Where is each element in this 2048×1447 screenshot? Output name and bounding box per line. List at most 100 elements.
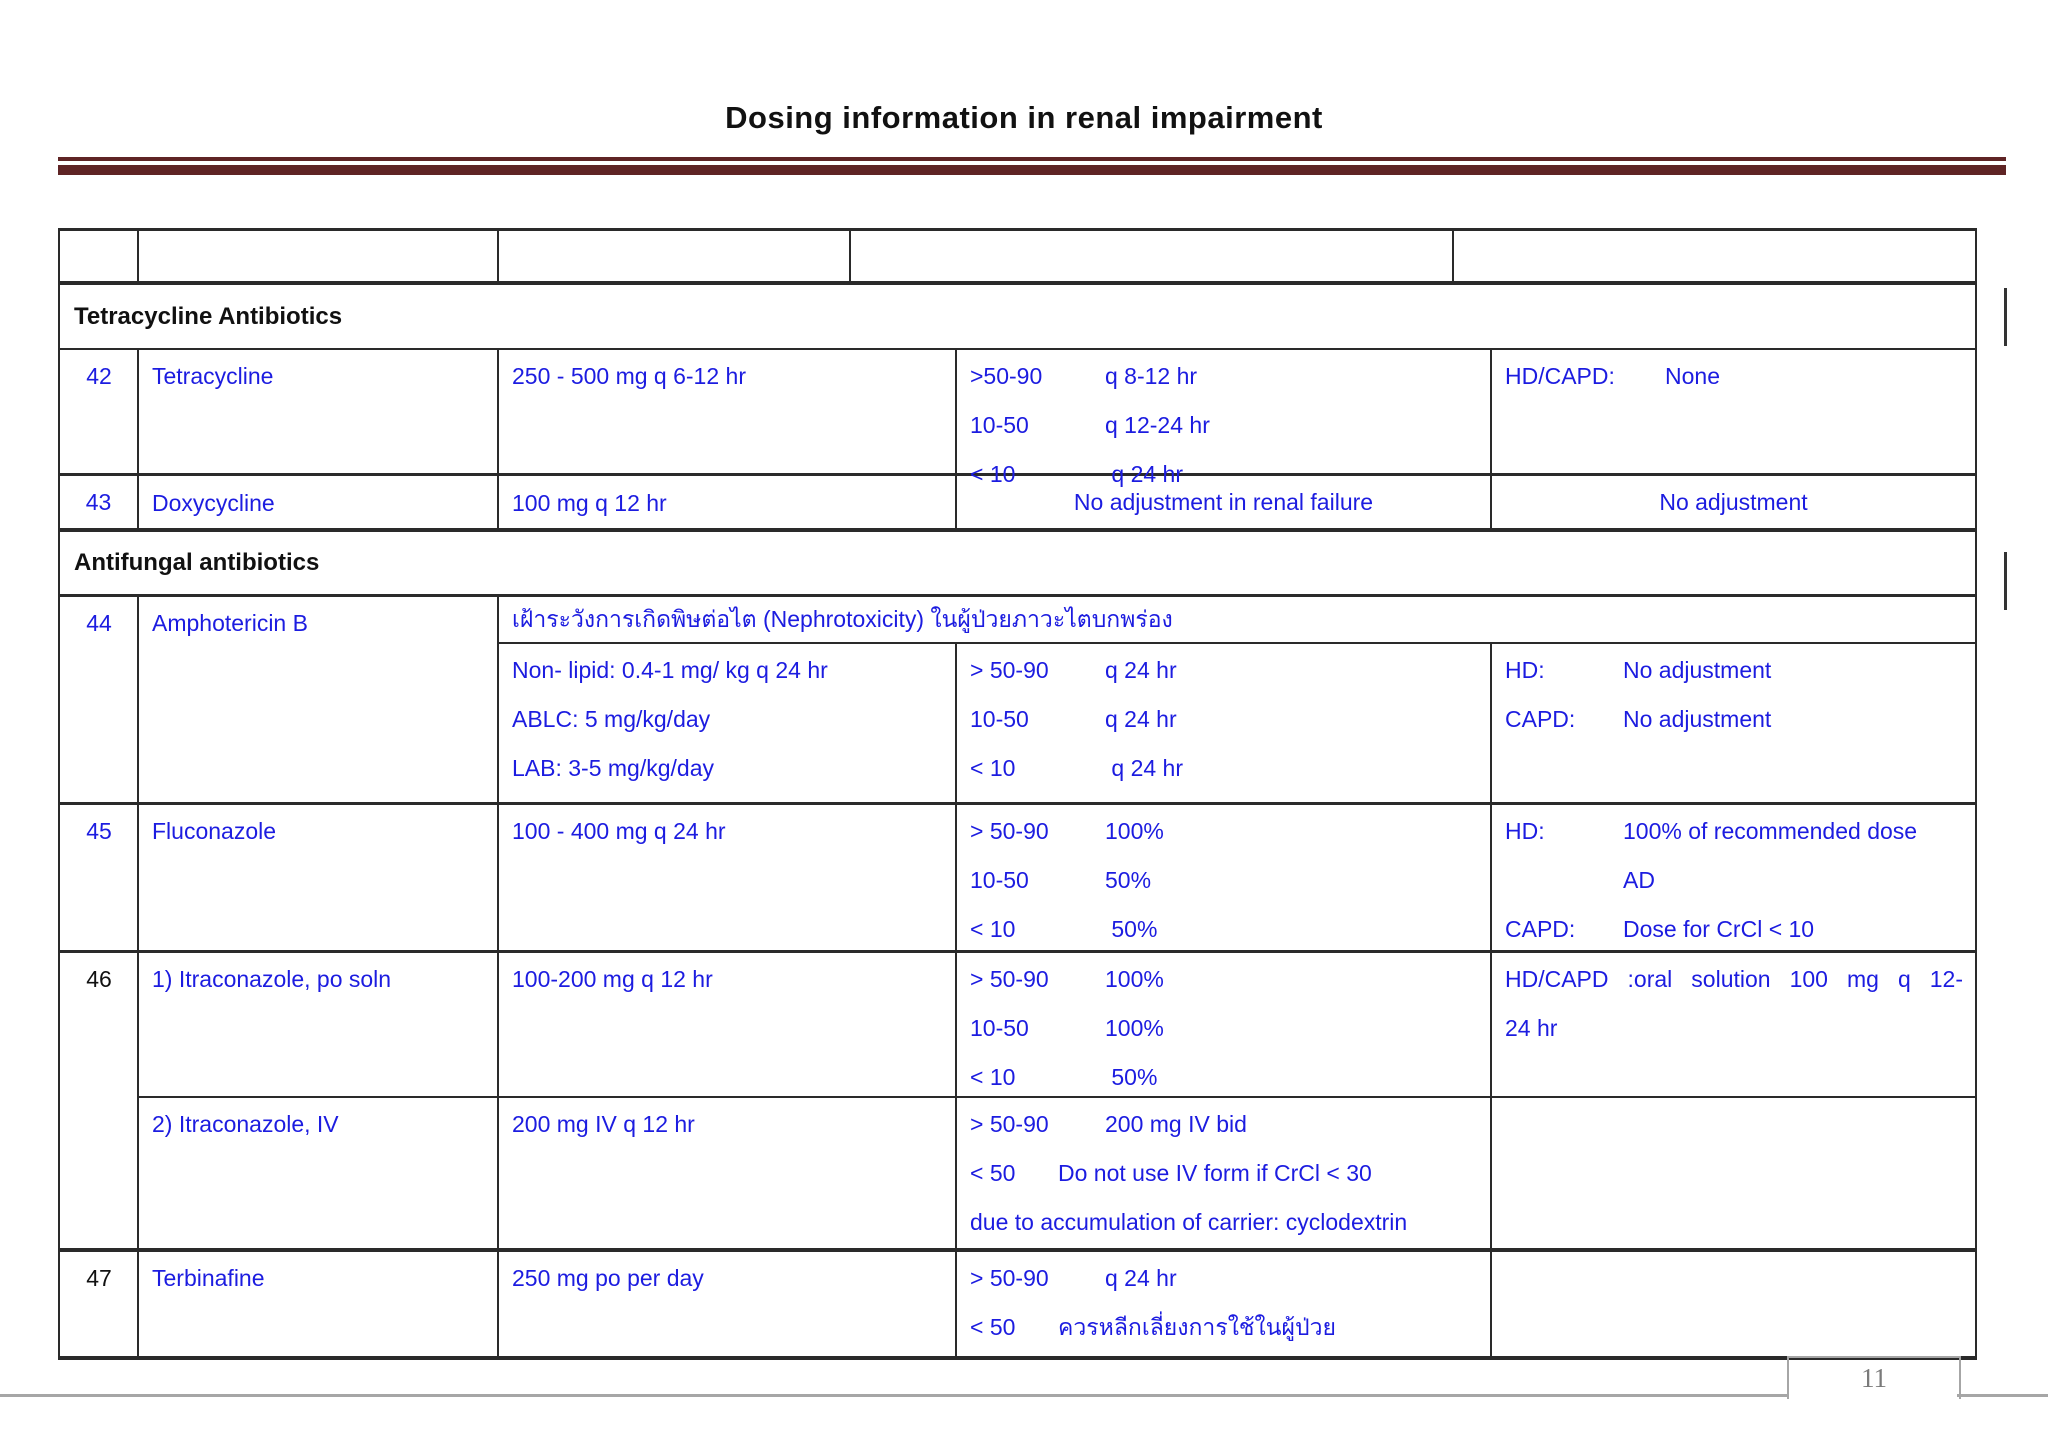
crcl-range: > 50-90 [970,966,1049,992]
drug-name-cell: 2) Itraconazole, IV [139,1098,499,1248]
drug-name: Terbinafine [152,1265,265,1291]
crcl-adjustment-cell: > 50-90 200 mg IV bid < 50 Do not use IV f… [957,1098,1492,1248]
crcl-value: ควรหลีกเลี่ยงการใช้ในผู้ป่วย [1058,1313,1336,1340]
crcl-adjustment-cell: No adjustment in renal failure [957,476,1492,528]
page-title: Dosing information in renal impairment [725,100,1323,135]
header-cell-dose [499,231,851,281]
page-number: 11 [1861,1363,1887,1393]
crcl-value: q 12-24 hr [1105,412,1210,438]
normal-dose-cell: 100 mg q 12 hr [499,476,957,528]
drug-name-cell: Fluconazole [139,805,499,950]
change-bar [2004,288,2007,346]
row-46-sub-po-soln: 1) Itraconazole, po soln 100-200 mg q 12… [139,953,1975,1098]
hd-capd-cell: No adjustment [1492,476,1975,528]
row-number: 45 [86,818,112,844]
header-cell-crcl [851,231,1454,281]
hd-note-line2: 24 hr [1505,1015,1558,1041]
row-46-detail-area: 1) Itraconazole, po soln 100-200 mg q 12… [139,953,1975,1248]
row-number-cell: 45 [60,805,139,950]
crcl-range: >50-90 [970,363,1043,389]
hd-value: None [1665,363,1720,389]
dose-line: ABLC: 5 mg/kg/day [512,706,711,732]
crcl-value: 200 mg IV bid [1105,1111,1247,1137]
nephrotoxicity-warning: เฝ้าระวังการเกิดพิษต่อไต (Nephrotoxicity… [499,597,1975,644]
crcl-range: 10-50 [970,867,1029,893]
crcl-value: q 24 hr [1105,461,1183,487]
row-47: 47 Terbinafine 250 mg po per day > 50-90… [60,1252,1975,1356]
normal-dose: 100 mg q 12 hr [512,489,667,516]
row-number-cell: 46 [60,953,139,1248]
dosing-table: Tetracycline Antibiotics 42 Tetracycline… [58,228,1977,1360]
normal-dose-cell: 250 mg po per day [499,1252,957,1356]
crcl-range: < 50 [970,1314,1016,1340]
hd-value: Dose for CrCl < 10 [1623,916,1815,942]
drug-name-cell: Doxycycline [139,476,499,528]
section-title: Tetracycline Antibiotics [74,302,343,330]
title-rule-thin [58,157,2006,161]
hd-capd-cell [1492,1098,1975,1248]
crcl-value: Do not use IV form if CrCl < 30 [1058,1160,1372,1186]
drug-name: 1) Itraconazole, po soln [152,966,392,992]
crcl-note: due to accumulation of carrier: cyclodex… [970,1209,1408,1235]
drug-name-cell: Terbinafine [139,1252,499,1356]
crcl-note: No adjustment in renal failure [1073,488,1374,515]
footer-rule-left [0,1394,1787,1397]
header-cell-number [60,231,139,281]
drug-name: Tetracycline [152,363,274,389]
normal-dose-cell: 100-200 mg q 12 hr [499,953,957,1096]
crcl-range: 10-50 [970,1015,1029,1041]
header-cell-drug [139,231,499,281]
header-cell-hd [1454,231,1975,281]
hd-label: HD/CAPD: [1505,363,1615,389]
normal-dose-cell: 250 - 500 mg q 6-12 hr [499,350,957,473]
normal-dose: 200 mg IV q 12 hr [512,1111,695,1137]
drug-name-cell: 1) Itraconazole, po soln [139,953,499,1096]
crcl-value: 100% [1105,1015,1164,1041]
crcl-adjustment-cell: > 50-90 100% 10-50 100% < 10 50% [957,953,1492,1096]
hd-label: CAPD: [1505,916,1576,942]
hd-label: HD: [1505,818,1545,844]
crcl-value: q 24 hr [1105,755,1183,781]
drug-name: Fluconazole [152,818,277,844]
hd-capd-cell: HD/CAPD: None [1492,350,1975,473]
crcl-range: > 50-90 [970,1265,1049,1291]
footer-rule-right [1957,1394,2048,1397]
crcl-range: < 10 [970,461,1016,487]
crcl-value: 50% [1105,867,1152,893]
crcl-value: 50% [1105,1064,1158,1090]
crcl-range: > 50-90 [970,818,1049,844]
page-number-box: 11 [1787,1356,1961,1399]
crcl-range: < 10 [970,1064,1016,1090]
section-title: Antifungal antibiotics [74,549,320,576]
drug-name: Doxycycline [152,489,275,516]
crcl-adjustment-cell: > 50-90 q 24 hr 10-50 q 24 hr < 10 q 24 hr [957,644,1492,802]
crcl-range: > 50-90 [970,1111,1049,1137]
normal-dose: 100 - 400 mg q 24 hr [512,818,726,844]
hd-note: No adjustment [1659,488,1808,515]
row-45: 45 Fluconazole 100 - 400 mg q 24 hr > 50… [60,805,1975,953]
crcl-value: q 24 hr [1105,706,1177,732]
crcl-adjustment-cell: > 50-90 q 24 hr < 50 ควรหลีกเลี่ยงการใช้ใน… [957,1252,1492,1356]
row-number-cell: 42 [60,350,139,473]
crcl-range: < 10 [970,755,1016,781]
crcl-range: 10-50 [970,706,1029,732]
row-number-cell: 44 [60,597,139,802]
normal-dose-cell: 100 - 400 mg q 24 hr [499,805,957,950]
row-number: 47 [86,1265,112,1291]
row-44-detail-area: เฝ้าระวังการเกิดพิษต่อไต (Nephrotoxicity… [499,597,1975,802]
crcl-range: < 50 [970,1160,1016,1186]
hd-value: 100% of recommended dose [1623,818,1918,844]
hd-note-line1: HD/CAPD :oral solution 100 mg q 12- [1505,966,1963,992]
row-46-sub-iv: 2) Itraconazole, IV 200 mg IV q 12 hr > … [139,1098,1975,1248]
crcl-value: 50% [1105,916,1158,942]
hd-capd-cell [1492,1252,1975,1356]
crcl-range: < 10 [970,916,1016,942]
change-bar [2004,552,2007,610]
row-46: 46 1) Itraconazole, po soln 100-200 mg q… [60,953,1975,1252]
normal-dose: 250 - 500 mg q 6-12 hr [512,363,746,389]
row-44: 44 Amphotericin B เฝ้าระวังการเกิดพิษต่อ… [60,597,1975,805]
hd-capd-cell: HD/CAPD :oral solution 100 mg q 12- 24 h… [1492,953,1975,1096]
hd-value: No adjustment [1623,657,1772,683]
row-43: 43 Doxycycline 100 mg q 12 hr No adjustm… [60,476,1975,532]
